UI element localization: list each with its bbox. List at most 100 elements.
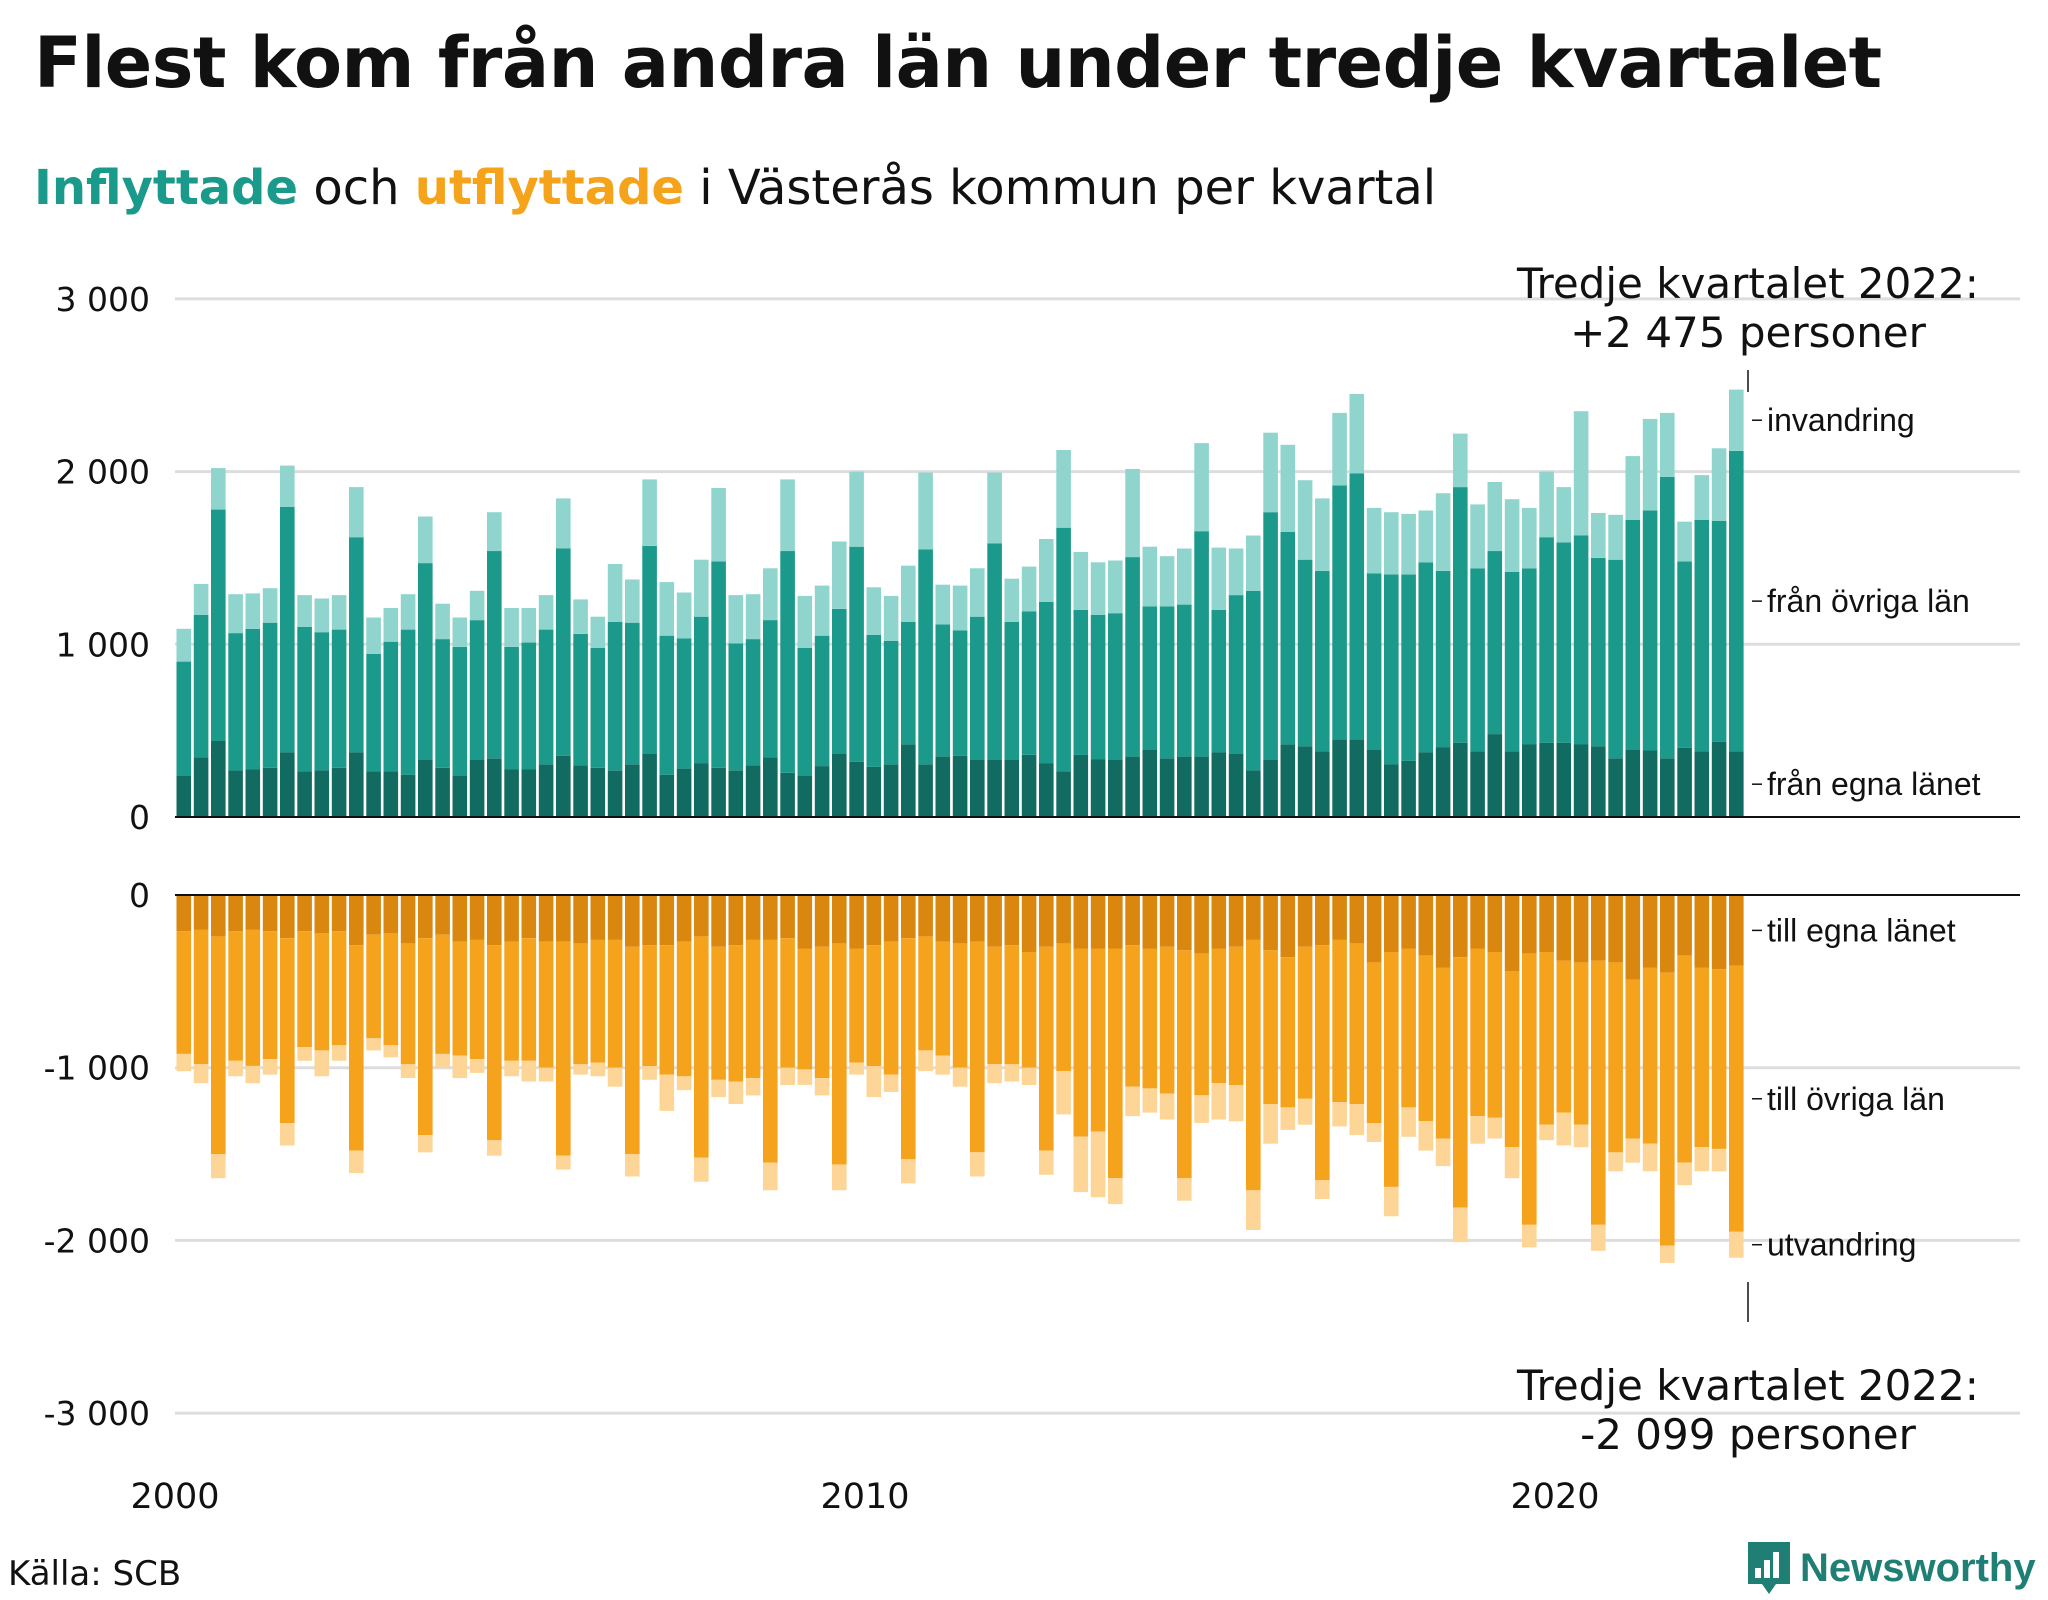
bar-inflow-segment bbox=[832, 541, 847, 609]
bar-inflow-segment bbox=[349, 752, 364, 817]
bar-outflow-segment bbox=[659, 945, 675, 1075]
bar-outflow-segment bbox=[1349, 943, 1365, 1104]
bar-outflow-segment bbox=[1004, 895, 1020, 946]
bar-inflow-segment bbox=[1194, 443, 1209, 532]
bar-outflow-segment bbox=[1729, 1231, 1744, 1258]
bar-outflow-segment bbox=[763, 939, 778, 1163]
bar-inflow-segment bbox=[1246, 535, 1261, 591]
bar-inflow-segment bbox=[1228, 754, 1244, 817]
bar-inflow-segment bbox=[918, 472, 933, 550]
bar-inflow-segment bbox=[745, 594, 761, 640]
bar-inflow-segment bbox=[1711, 520, 1727, 742]
bar-outflow-segment bbox=[1108, 895, 1123, 949]
bar-outflow-segment bbox=[607, 895, 623, 940]
bar-inflow-segment bbox=[297, 771, 312, 817]
bar-inflow-segment bbox=[711, 561, 726, 768]
bar-inflow-segment bbox=[1694, 520, 1710, 752]
bar-outflow-segment bbox=[262, 895, 278, 932]
bar-inflow-segment bbox=[1591, 513, 1606, 558]
bar-inflow-segment bbox=[1039, 539, 1054, 602]
bar-outflow-segment bbox=[918, 936, 933, 1051]
bar-outflow-segment bbox=[676, 1076, 692, 1091]
bar-inflow-segment bbox=[418, 563, 433, 760]
bar-inflow-segment bbox=[1125, 756, 1140, 817]
bar-inflow-segment bbox=[1039, 763, 1054, 817]
bar-inflow-segment bbox=[1470, 568, 1485, 752]
bar-inflow-segment bbox=[366, 617, 381, 654]
bar-outflow-segment bbox=[1539, 952, 1554, 1125]
bar-inflow-segment bbox=[1401, 760, 1416, 817]
bar-inflow-segment bbox=[366, 771, 381, 817]
bar-inflow-segment bbox=[642, 545, 657, 754]
bar-inflow-segment bbox=[573, 633, 588, 766]
bar-inflow-segment bbox=[1090, 759, 1106, 817]
bar-outflow-segment bbox=[1297, 1098, 1313, 1125]
bar-outflow-segment bbox=[435, 895, 450, 935]
bar-inflow-segment bbox=[1677, 561, 1692, 748]
bar-outflow-segment bbox=[711, 946, 726, 1080]
bar-outflow-segment bbox=[504, 941, 519, 1061]
bar-outflow-segment bbox=[1366, 895, 1382, 963]
bar-inflow-segment bbox=[901, 621, 916, 745]
bar-inflow-segment bbox=[435, 767, 450, 817]
bar-outflow-segment bbox=[1004, 1064, 1020, 1082]
bar-inflow-segment bbox=[469, 620, 485, 760]
bar-inflow-segment bbox=[694, 616, 709, 764]
bar-inflow-segment bbox=[1108, 760, 1123, 817]
bar-outflow-segment bbox=[1625, 895, 1641, 980]
segment-label-top: från egna länet bbox=[1767, 766, 1981, 802]
bar-inflow-segment bbox=[832, 754, 847, 817]
bar-inflow-segment bbox=[487, 512, 502, 552]
bar-inflow-segment bbox=[797, 647, 813, 776]
bar-outflow-segment bbox=[1660, 895, 1675, 973]
bar-inflow-segment bbox=[176, 628, 192, 662]
bar-outflow-segment bbox=[918, 895, 933, 937]
bar-outflow-segment bbox=[814, 895, 830, 947]
bar-inflow-segment bbox=[728, 770, 744, 817]
bar-inflow-segment bbox=[1280, 444, 1296, 532]
bar-inflow-segment bbox=[935, 756, 951, 817]
bar-outflow-segment bbox=[1194, 953, 1209, 1096]
bar-inflow-segment bbox=[1211, 609, 1227, 753]
bar-inflow-segment bbox=[676, 768, 692, 817]
bar-inflow-segment bbox=[1608, 514, 1623, 560]
bar-inflow-segment bbox=[228, 633, 243, 771]
bar-outflow-segment bbox=[918, 1050, 933, 1072]
bar-inflow-segment bbox=[1470, 751, 1485, 817]
bar-inflow-segment bbox=[935, 624, 951, 757]
bar-outflow-segment bbox=[797, 948, 813, 1070]
bar-outflow-segment bbox=[952, 1067, 968, 1087]
bar-outflow-segment bbox=[1435, 967, 1451, 1139]
bar-inflow-segment bbox=[1073, 754, 1089, 817]
bar-outflow-segment bbox=[642, 895, 657, 946]
bar-outflow-segment bbox=[280, 895, 295, 939]
bar-outflow-segment bbox=[970, 895, 985, 942]
bar-outflow-segment bbox=[659, 895, 675, 946]
ytick-label-top: 3 000 bbox=[56, 280, 150, 319]
bar-inflow-segment bbox=[849, 471, 864, 547]
subtitle-utflyttade: utflyttade bbox=[414, 160, 684, 216]
bar-outflow-segment bbox=[521, 1060, 537, 1082]
bar-outflow-segment bbox=[1573, 1124, 1589, 1148]
bar-outflow-segment bbox=[1194, 895, 1209, 954]
bar-inflow-segment bbox=[1522, 744, 1537, 817]
bar-inflow-segment bbox=[193, 583, 209, 615]
bar-outflow-segment bbox=[504, 895, 519, 942]
bar-inflow-segment bbox=[245, 593, 261, 629]
bar-inflow-segment bbox=[901, 565, 916, 622]
bar-inflow-segment bbox=[1177, 604, 1192, 757]
bar-outflow-segment bbox=[245, 929, 261, 1066]
bar-outflow-segment bbox=[745, 1078, 761, 1096]
bar-outflow-segment bbox=[1522, 1224, 1537, 1248]
bar-inflow-segment bbox=[1349, 739, 1365, 817]
bar-outflow-segment bbox=[832, 943, 847, 1165]
bar-outflow-segment bbox=[1366, 962, 1382, 1123]
bar-outflow-segment bbox=[1142, 948, 1158, 1089]
bar-inflow-segment bbox=[280, 507, 295, 753]
bar-inflow-segment bbox=[245, 628, 261, 770]
ytick-label-bottom: 0 bbox=[129, 876, 150, 915]
bar-outflow-segment bbox=[573, 895, 588, 944]
bar-inflow-segment bbox=[1004, 760, 1020, 817]
bar-outflow-segment bbox=[590, 1062, 606, 1077]
bar-inflow-segment bbox=[1625, 749, 1641, 817]
